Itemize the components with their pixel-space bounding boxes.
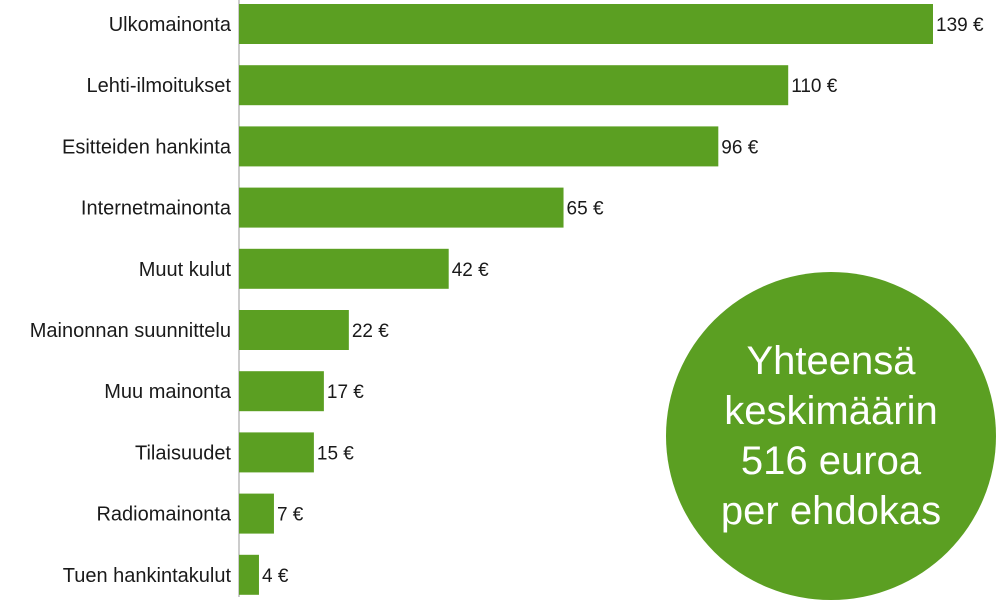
- bar: [239, 554, 259, 595]
- summary-line-4: per ehdokas: [720, 489, 942, 533]
- value-label: 7 €: [277, 505, 304, 526]
- value-label: 17 €: [327, 382, 364, 403]
- category-label: Radiomainonta: [96, 504, 231, 526]
- summary-line-1: Yhteensä: [746, 339, 916, 383]
- bar: [239, 187, 564, 228]
- value-label: 42 €: [452, 260, 489, 281]
- category-label: Esitteiden hankinta: [62, 136, 232, 158]
- bar: [239, 310, 349, 350]
- bar: [239, 248, 449, 289]
- category-label: Muut kulut: [139, 259, 232, 281]
- summary-line-2: keskimäärin: [724, 389, 938, 433]
- category-label: Mainonnan suunnittelu: [30, 320, 231, 342]
- bar: [239, 65, 789, 106]
- bar: [239, 126, 719, 167]
- summary-badge: Yhteensä keskimäärin 516 euroa per ehdok…: [666, 272, 996, 600]
- category-label: Lehti-ilmoitukset: [86, 75, 231, 97]
- bar: [239, 4, 933, 44]
- bar: [239, 432, 314, 473]
- value-label: 139 €: [936, 15, 984, 36]
- value-label: 4 €: [262, 566, 289, 587]
- bar: [239, 371, 324, 412]
- value-label: 96 €: [721, 137, 758, 158]
- category-label: Tilaisuudet: [135, 442, 231, 464]
- category-label: Muu mainonta: [104, 381, 232, 403]
- category-label: Tuen hankintakulut: [63, 565, 232, 587]
- value-label: 15 €: [317, 443, 354, 464]
- bar: [239, 493, 274, 534]
- category-label: Ulkomainonta: [109, 14, 232, 36]
- value-label: 65 €: [567, 199, 604, 220]
- value-label: 110 €: [791, 76, 838, 97]
- value-label: 22 €: [352, 321, 389, 342]
- summary-line-3: 516 euroa: [740, 439, 922, 483]
- category-label: Internetmainonta: [81, 198, 232, 220]
